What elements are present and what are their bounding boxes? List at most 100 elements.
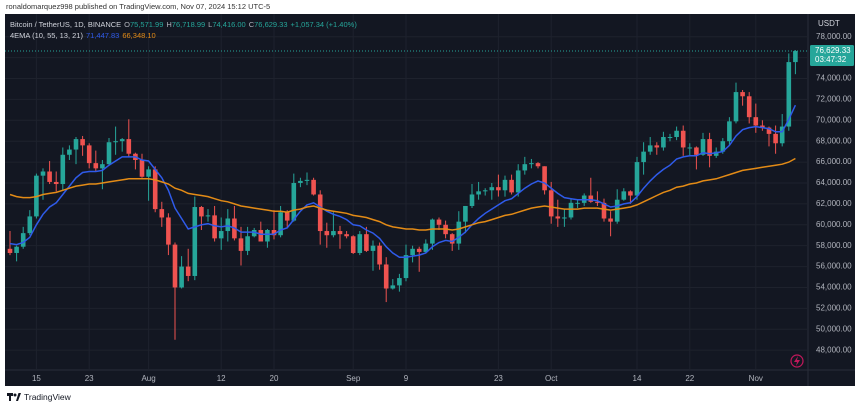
candle-body (542, 166, 547, 191)
candle-body (753, 117, 759, 126)
candle-body (40, 171, 46, 176)
candle-body (463, 205, 468, 222)
y-tick-label: 64,000.00 (816, 178, 852, 187)
candle-body (93, 163, 99, 169)
ema-line (9, 157, 796, 231)
candle-body (284, 212, 290, 221)
candle-body (179, 266, 184, 288)
candle-body (476, 191, 481, 195)
candle-body (522, 164, 528, 171)
candle-body (119, 139, 125, 142)
candle-body (377, 245, 382, 265)
candle-body (667, 137, 673, 139)
candle-body (595, 201, 600, 203)
candle-body (113, 141, 118, 143)
candle-body (509, 179, 514, 193)
candle-body (496, 187, 501, 191)
candle-body (548, 190, 554, 217)
candle-body (7, 248, 13, 253)
y-tick-label: 56,000.00 (816, 262, 852, 271)
lightning-icon (790, 354, 804, 368)
y-tick-label: 48,000.00 (816, 345, 852, 354)
ohlc-prefix: L (208, 20, 213, 29)
candle-body (793, 51, 798, 63)
candle-body (370, 245, 376, 251)
x-tick-label: Aug (141, 374, 155, 383)
candle-body (350, 236, 356, 253)
candle-body (205, 215, 211, 217)
candle-body (238, 238, 244, 251)
candle-body (707, 139, 712, 156)
candle-body (344, 234, 349, 237)
ohlc-value: 74,416.00 (212, 20, 246, 29)
candle-body (225, 218, 231, 232)
y-tick-label: 72,000.00 (816, 95, 852, 104)
candle-body (614, 199, 620, 222)
change-label: +1,057.34 (+1.40%) (290, 20, 357, 29)
candle-body (568, 202, 574, 218)
candle-body (324, 231, 330, 236)
candle-body (502, 179, 508, 191)
candle-body (139, 160, 145, 177)
candle-body (687, 147, 693, 149)
x-tick-label: 12 (217, 374, 226, 383)
candle-body (416, 248, 422, 252)
candle-body (152, 169, 158, 210)
candle-body (304, 179, 310, 181)
candle-body (166, 217, 171, 245)
candle-body (641, 151, 646, 163)
candle-body (786, 62, 792, 127)
candle-body (733, 92, 739, 122)
candle-body (390, 285, 396, 289)
x-tick-label: Nov (749, 374, 763, 383)
y-tick-label: 60,000.00 (816, 220, 852, 229)
candle-body (185, 266, 191, 276)
candle-body (621, 191, 627, 200)
candle-body (251, 230, 257, 237)
candle-body (397, 278, 402, 286)
brand: TradingView (24, 392, 72, 402)
candle-body (647, 145, 653, 152)
candle-body (126, 139, 132, 154)
candle-body (27, 216, 33, 234)
candle-body (430, 219, 435, 244)
candle-body (680, 130, 686, 148)
candle-body (674, 130, 679, 138)
y-tick-label: 52,000.00 (816, 303, 852, 312)
candle-body (436, 219, 442, 225)
ohlc-value: 76,629.33 (254, 20, 288, 29)
candle-body (291, 182, 297, 221)
candle-body (278, 212, 283, 236)
candle-body (14, 246, 19, 253)
candle-body (357, 234, 363, 253)
indicator-header: 4EMA (10, 55, 13, 21) 71,447.83 66,348.1… (10, 31, 156, 40)
candle-body (482, 190, 488, 192)
candle-body (601, 202, 607, 219)
candle-body (337, 231, 343, 235)
candle-body (106, 142, 112, 165)
candle-body (535, 163, 541, 167)
candle-body (720, 141, 726, 152)
candle-body (403, 255, 409, 279)
x-tick-label: 20 (270, 374, 279, 383)
candle-body (773, 133, 778, 144)
indicator-value: 71,447.83 (85, 31, 120, 40)
y-tick-label: 50,000.00 (816, 324, 852, 333)
ohlc-value: 75,571.99 (130, 20, 164, 29)
indicator-value: 66,348.10 (122, 31, 156, 40)
candle-body (100, 164, 105, 169)
y-tick-label: 62,000.00 (816, 199, 852, 208)
chart-background (5, 14, 855, 386)
ohlc-prefix: H (166, 20, 172, 29)
candle-body (410, 248, 415, 256)
candle-body (199, 207, 204, 217)
brand-logo (7, 393, 21, 401)
candle-body (86, 145, 92, 164)
candle-body (588, 195, 594, 202)
y-unit: USDT (818, 19, 840, 28)
candle-body (779, 126, 785, 144)
x-tick-label: Oct (545, 374, 558, 383)
candle-body (654, 145, 660, 148)
candle-body (529, 163, 534, 165)
